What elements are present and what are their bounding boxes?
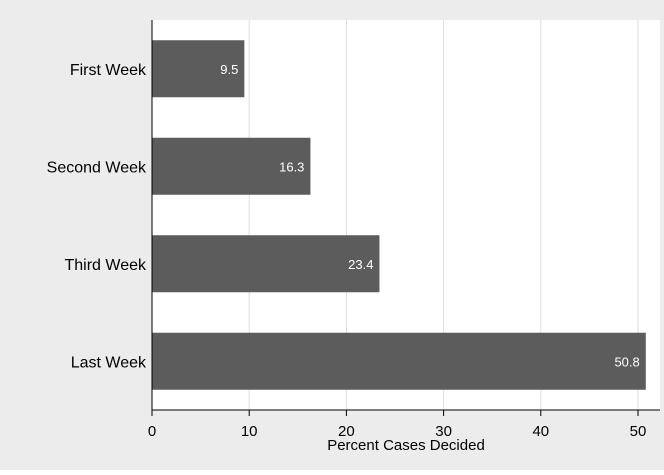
- category-label: Second Week: [47, 159, 147, 176]
- x-tick-label: 20: [338, 423, 355, 440]
- bar: [152, 40, 245, 98]
- data-labels: 9.5 16.3 23.4 50.8: [220, 62, 640, 370]
- bar-value-label: 50.8: [614, 354, 639, 369]
- x-tick-label: 0: [148, 423, 156, 440]
- bar: [152, 235, 380, 293]
- bar-value-label: 23.4: [348, 257, 373, 272]
- x-axis-ticks: 0 10 20 30 40 50: [148, 410, 647, 440]
- bar-value-label: 9.5: [220, 62, 238, 77]
- bar: [152, 332, 646, 390]
- bar: [152, 137, 311, 195]
- x-tick-label: 10: [241, 423, 258, 440]
- category-label: Last Week: [71, 354, 147, 371]
- category-label: Third Week: [64, 257, 147, 274]
- bars: [152, 40, 646, 390]
- category-label: First Week: [70, 62, 147, 79]
- x-axis-title: Percent Cases Decided: [327, 437, 485, 454]
- category-labels: First Week Second Week Third Week Last Week: [47, 62, 147, 372]
- x-tick-label: 50: [630, 423, 647, 440]
- x-tick-label: 30: [435, 423, 452, 440]
- bar-value-label: 16.3: [279, 159, 304, 174]
- x-tick-label: 40: [532, 423, 549, 440]
